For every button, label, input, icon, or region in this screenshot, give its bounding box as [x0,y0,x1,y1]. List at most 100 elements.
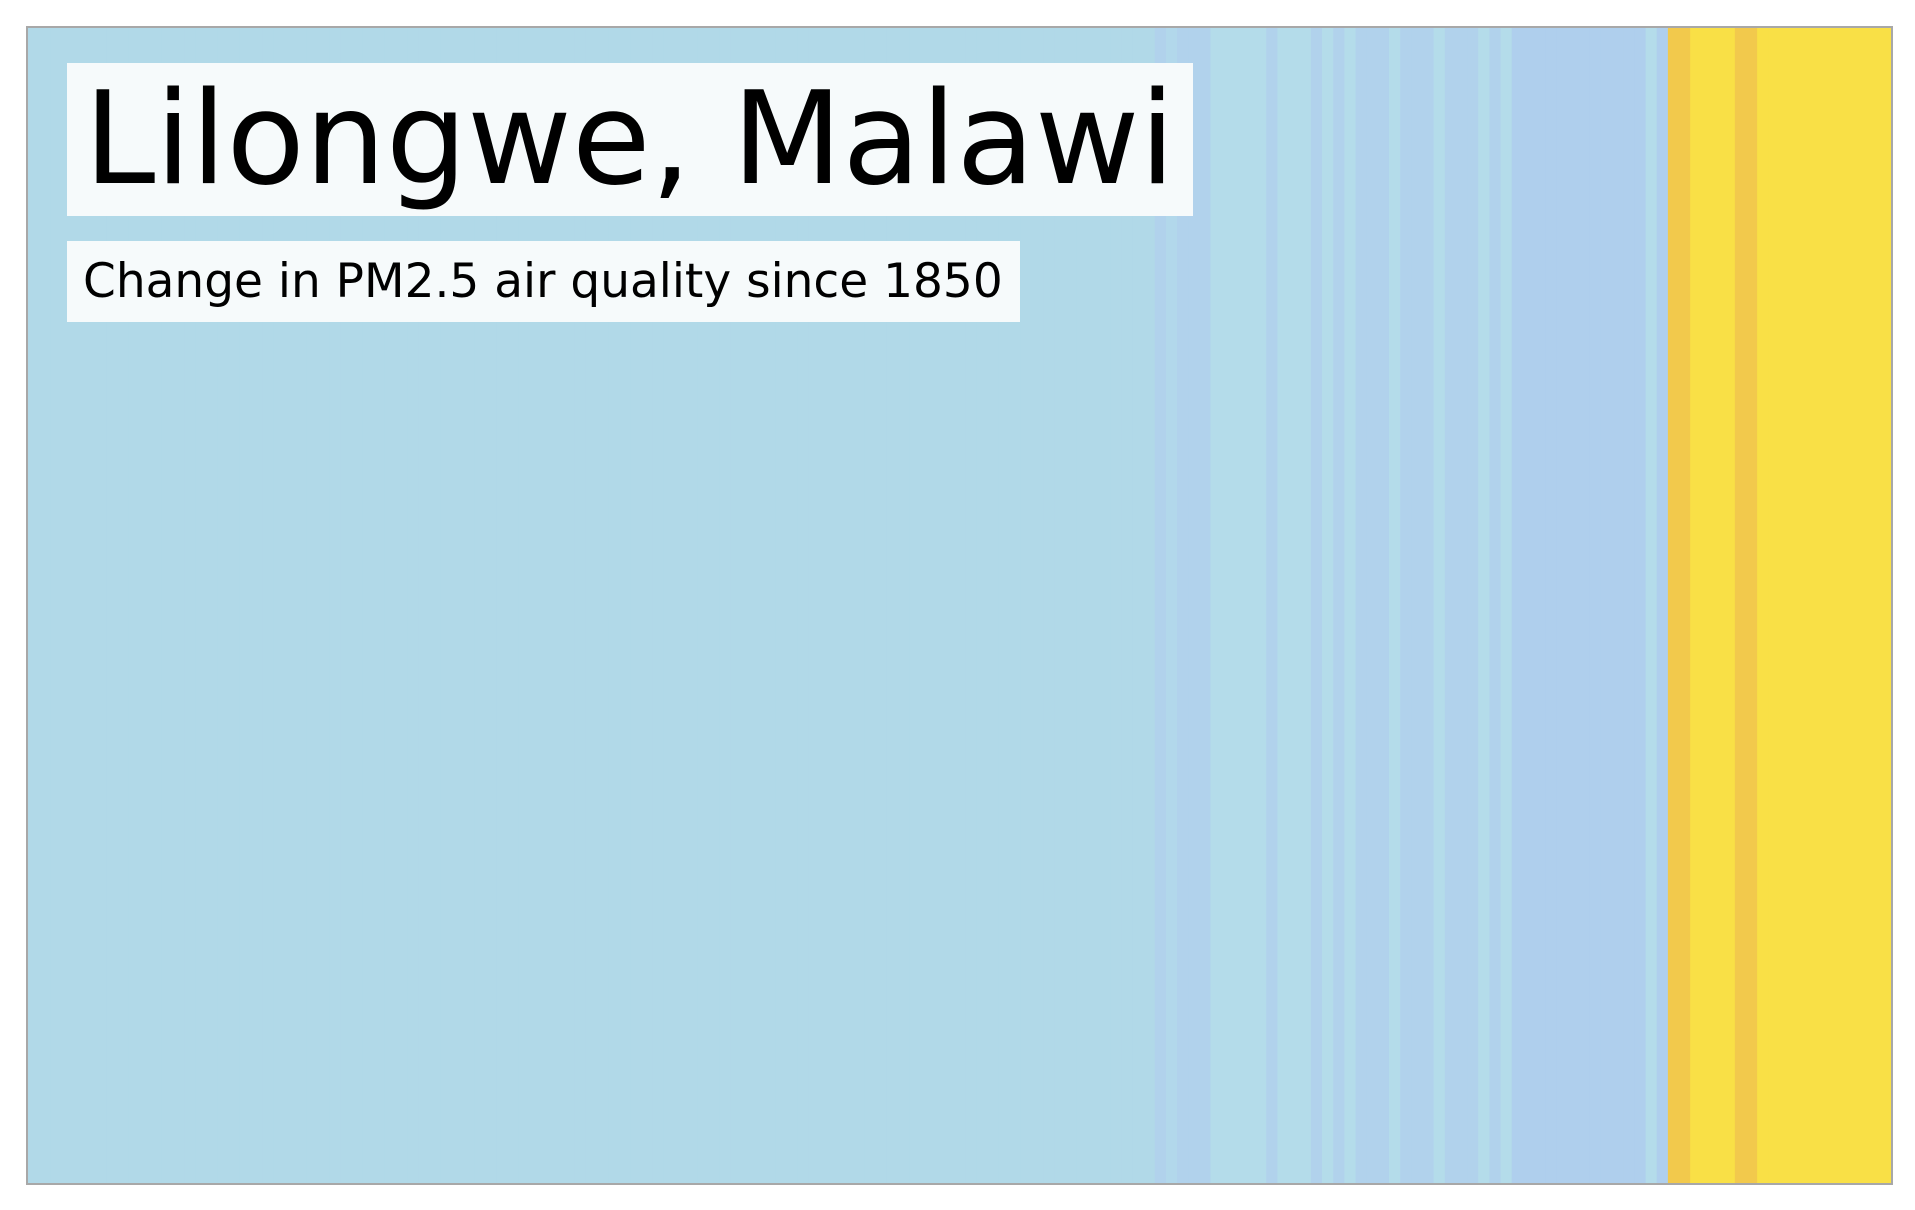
stripe-153 [1734,28,1747,1183]
stripe-46 [541,28,553,1183]
stripe-95 [1087,28,1100,1183]
stripe-82 [942,28,955,1183]
stripe-128 [1455,28,1468,1183]
stripe-70 [808,28,821,1183]
stripe-16 [206,28,219,1183]
stripe-166 [1879,28,1891,1183]
stripe-104 [1188,28,1200,1183]
stripe-142 [1612,28,1624,1183]
chart-subtitle: Change in PM2.5 air quality since 1850 [67,241,1020,322]
stripe-67 [775,28,788,1183]
stripe-57 [663,28,676,1183]
stripe-164 [1857,28,1870,1183]
stripe-47 [552,28,565,1183]
stripe-106 [1210,28,1223,1183]
stripe-39 [463,28,475,1183]
stripe-151 [1712,28,1725,1183]
stripe-14 [184,28,196,1183]
stripe-109 [1243,28,1256,1183]
stripe-41 [485,28,498,1183]
stripe-130 [1478,28,1490,1183]
stripe-103 [1177,28,1189,1183]
stripe-43 [507,28,520,1183]
stripe-158 [1790,28,1803,1183]
stripe-93 [1065,28,1078,1183]
stripe-37 [440,28,453,1183]
stripe-42 [496,28,509,1183]
stripe-87 [998,28,1011,1183]
stripe-27 [329,28,341,1183]
stripe-69 [797,28,810,1183]
stripe-7 [106,28,118,1183]
stripe-116 [1322,28,1334,1183]
stripe-48 [563,28,576,1183]
stripe-134 [1522,28,1535,1183]
stripe-35 [418,28,431,1183]
stripe-83 [953,28,966,1183]
stripe-51 [596,28,609,1183]
stripe-92 [1054,28,1067,1183]
stripe-30 [362,28,375,1183]
stripe-56 [652,28,665,1183]
stripe-163 [1846,28,1859,1183]
stripe-15 [195,28,208,1183]
stripe-18 [228,28,241,1183]
stripe-23 [284,28,297,1183]
stripe-105 [1199,28,1212,1183]
stripe-111 [1266,28,1279,1183]
stripe-131 [1489,28,1502,1183]
stripe-110 [1255,28,1267,1183]
stripe-136 [1545,28,1557,1183]
stripe-49 [574,28,587,1183]
stripe-91 [1043,28,1055,1183]
stripe-17 [217,28,230,1183]
stripe-3 [61,28,74,1183]
stripe-76 [875,28,888,1183]
stripe-58 [675,28,687,1183]
chart-title: Lilongwe, Malawi [67,63,1194,216]
stripe-79 [909,28,922,1183]
stripe-120 [1366,28,1379,1183]
stripe-4 [72,28,85,1183]
stripe-135 [1534,28,1546,1183]
stripe-75 [864,28,877,1183]
stripe-32 [384,28,397,1183]
stripe-90 [1032,28,1044,1183]
stripe-121 [1377,28,1390,1183]
stripe-36 [429,28,442,1183]
stripe-31 [373,28,386,1183]
stripe-45 [530,28,542,1183]
stripe-132 [1500,28,1513,1183]
stripe-126 [1433,28,1446,1183]
stripe-38 [451,28,464,1183]
stripe-2 [50,28,63,1183]
stripe-107 [1221,28,1234,1183]
stripe-53 [619,28,632,1183]
stripe-139 [1578,28,1591,1183]
stripe-133 [1511,28,1524,1183]
stripe-81 [931,28,944,1183]
stripe-102 [1165,28,1178,1183]
stripe-8 [117,28,130,1183]
stripe-60 [697,28,710,1183]
stripe-63 [730,28,743,1183]
stripe-26 [318,28,330,1183]
stripe-99 [1132,28,1145,1183]
stripe-29 [351,28,364,1183]
stripe-146 [1656,28,1669,1183]
stripe-0 [28,28,40,1183]
stripe-22 [273,28,286,1183]
stripe-12 [161,28,174,1183]
stripe-160 [1812,28,1825,1183]
stripe-141 [1600,28,1613,1183]
stripe-155 [1757,28,1769,1183]
stripe-61 [708,28,721,1183]
stripe-20 [251,28,263,1183]
stripe-119 [1355,28,1368,1183]
stripe-100 [1143,28,1156,1183]
stripe-129 [1467,28,1479,1183]
stripe-64 [741,28,754,1183]
stripe-78 [898,28,910,1183]
stripe-65 [753,28,765,1183]
stripe-80 [920,28,933,1183]
